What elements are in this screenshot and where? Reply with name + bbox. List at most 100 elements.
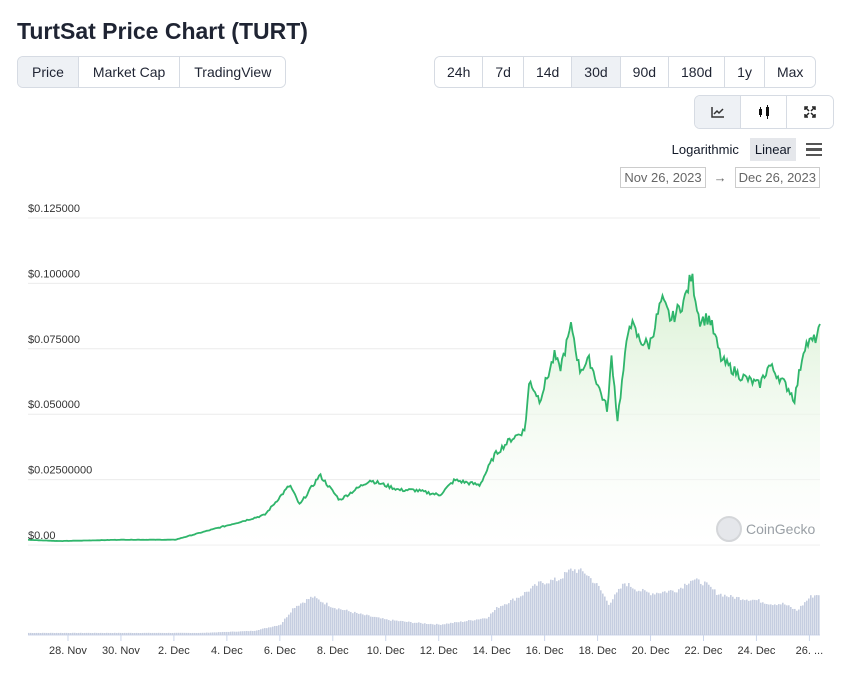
volume-bar [760,602,762,635]
volume-bar [390,620,392,635]
volume-bar [172,632,174,635]
volume-bar [46,632,48,635]
volume-bar [678,589,680,635]
volume-bar [430,623,432,635]
volume-bar [506,604,508,635]
volume-bar [152,632,154,635]
volume-bar [558,580,560,635]
volume-bar [378,617,380,635]
range-180d[interactable]: 180d [669,57,726,87]
range-30d[interactable]: 30d [572,57,621,87]
volume-bar [44,632,46,635]
candlestick-button[interactable] [741,96,787,128]
volume-bar [612,599,614,635]
range-7d[interactable]: 7d [483,57,524,87]
volume-bar [598,585,600,635]
volume-bar [610,602,612,635]
volume-bar [690,580,692,635]
volume-bar [566,572,568,635]
volume-bar [620,588,622,635]
volume-bar [42,632,44,635]
volume-bar [48,632,50,635]
volume-bar [138,633,140,635]
volume-bar [488,616,490,635]
range-max[interactable]: Max [764,57,816,87]
scale-logarithmic[interactable]: Logarithmic [671,142,739,157]
volume-bar [394,620,396,635]
tab-price[interactable]: Price [18,57,79,87]
range-24h[interactable]: 24h [435,57,484,87]
scale-linear[interactable]: Linear [749,138,796,161]
volume-bar [388,620,390,635]
volume-bar [268,627,270,635]
volume-bar [542,582,544,635]
line-chart-button[interactable] [695,96,741,128]
x-tick-label: 4. Dec [211,645,243,657]
volume-bar [448,623,450,635]
volume-bar [264,628,266,635]
menu-icon[interactable] [806,142,822,157]
x-tick-label: 14. Dec [473,645,511,657]
coingecko-watermark: CoinGecko [716,516,815,542]
volume-bar [756,600,758,635]
volume-bar [336,609,338,635]
volume-bar [162,632,164,635]
volume-bar [326,602,328,635]
watermark-text: CoinGecko [746,521,816,537]
date-to-input[interactable]: Dec 26, 2023 [734,167,820,188]
volume-bar [734,598,736,635]
y-tick-label: $0.02500000 [28,465,92,477]
volume-bar [98,632,100,635]
volume-bar [240,631,242,635]
range-1y[interactable]: 1y [725,57,765,87]
tab-tradingview[interactable]: TradingView [180,57,286,87]
volume-bar [370,616,372,635]
tab-market-cap[interactable]: Market Cap [78,57,181,87]
volume-bar [576,572,578,635]
volume-bar [592,582,594,635]
volume-bar [748,600,750,635]
volume-bar [470,620,472,635]
volume-bar [376,617,378,635]
volume-bar [364,615,366,635]
volume-bar [742,599,744,635]
date-from-input[interactable]: Nov 26, 2023 [620,167,706,188]
volume-bar [630,586,632,635]
volume-bar [110,632,112,635]
volume-bar [282,622,284,635]
volume-bar [104,632,106,635]
volume-bar [68,632,70,635]
volume-bar [680,587,682,635]
price-area [28,273,820,545]
y-tick-label: $0.00 [28,530,56,542]
fullscreen-button[interactable] [787,96,833,128]
volume-bar [312,597,314,635]
volume-bar [538,581,540,635]
page-title: TurtSat Price Chart (TURT) [17,18,308,44]
volume-bar [74,632,76,635]
volume-bar [570,568,572,635]
volume-bar [718,594,720,635]
volume-bar [50,632,52,635]
volume-bar [648,592,650,635]
range-14d[interactable]: 14d [523,57,573,87]
volume-bar [108,632,110,635]
date-range: Nov 26, 2023 → Dec 26, 2023 [620,167,820,188]
line-chart-icon [710,107,724,118]
volume-bar [652,593,654,635]
volume-bar [754,599,756,635]
range-90d[interactable]: 90d [620,57,670,87]
volume-bar [746,599,748,635]
volume-bar [674,592,676,635]
volume-bar [328,606,330,635]
volume-bar [582,571,584,635]
volume-bar [284,618,286,635]
volume-bar [384,619,386,635]
volume-bar [780,604,782,635]
x-tick-label: 8. Dec [317,645,349,657]
volume-bar [594,583,596,635]
volume-bar [516,597,518,635]
volume-bar [404,621,406,635]
volume-bar [778,604,780,635]
